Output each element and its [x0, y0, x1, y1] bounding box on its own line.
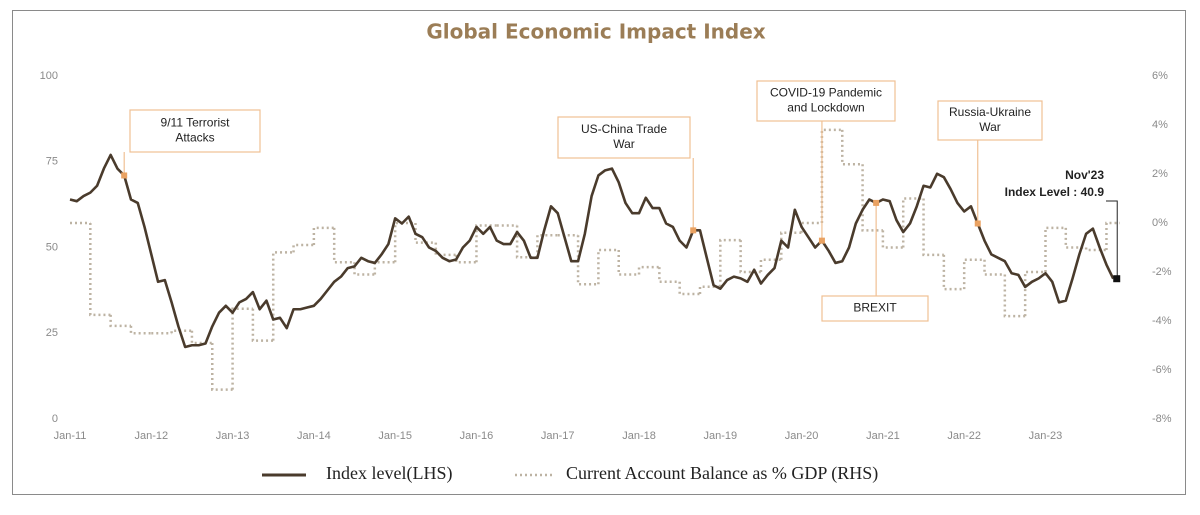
annotation-box — [756, 80, 896, 122]
step-segment — [292, 243, 314, 253]
step-segment — [901, 197, 924, 248]
y2-tick-label: 0% — [1152, 217, 1168, 229]
step-segment — [942, 254, 965, 291]
annotation-text: War — [613, 137, 635, 151]
step-segment — [576, 235, 599, 286]
step-segment — [251, 308, 274, 342]
x-tick-label: Jan-23 — [1029, 430, 1063, 442]
legend-label: Current Account Balance as % GDP (RHS) — [566, 463, 878, 484]
step-segment — [698, 285, 721, 295]
step-segment — [861, 164, 883, 232]
annotation-box — [821, 295, 929, 322]
y-tick-label: 0 — [52, 413, 58, 425]
annotation-text: Attacks — [175, 131, 214, 145]
y-tick-label: 75 — [46, 156, 58, 168]
y2-tick-label: -2% — [1152, 266, 1172, 278]
annotation-text: BREXIT — [853, 301, 897, 315]
annotation-marker — [1113, 275, 1121, 283]
annotation-text: 9/11 Terrorist — [161, 116, 231, 130]
step-segment — [678, 281, 700, 296]
x-tick-label: Jan-17 — [541, 430, 575, 442]
step-segment — [373, 260, 396, 275]
x-tick-label: Jan-18 — [622, 430, 656, 442]
annotation-text: Russia-Ukraine — [949, 105, 1031, 119]
x-tick-label: Jan-13 — [216, 430, 250, 442]
step-segment — [353, 262, 375, 276]
step-segment — [312, 226, 335, 246]
y2-tick-label: -6% — [1152, 364, 1172, 376]
y2-tick-label: 6% — [1152, 70, 1168, 82]
annotation-box — [129, 109, 261, 153]
step-segment — [434, 242, 457, 257]
step-segment — [1003, 274, 1026, 318]
step-segment — [89, 223, 111, 317]
step-segment — [475, 224, 497, 263]
y-tick-label: 100 — [40, 70, 58, 82]
y-tick-label: 25 — [46, 327, 58, 339]
legend-label: Index level(LHS) — [326, 463, 452, 484]
step-segment — [962, 258, 985, 290]
step-segment — [637, 265, 660, 275]
step-segment — [841, 129, 863, 166]
y2-tick-label: -8% — [1152, 413, 1172, 425]
x-tick-label: Jan-14 — [297, 430, 331, 442]
step-segment — [454, 254, 477, 264]
step-segment — [719, 238, 741, 287]
step-segment — [332, 227, 355, 264]
step-segment — [820, 128, 843, 223]
step-segment — [129, 325, 152, 335]
annotation-box — [937, 100, 1043, 141]
step-segment — [658, 267, 680, 284]
step-segment — [922, 198, 944, 257]
x-tick-label: Jan-22 — [947, 430, 981, 442]
y2-tick-label: -4% — [1152, 315, 1172, 327]
annotation-marker — [873, 199, 880, 206]
step-segment — [414, 223, 436, 244]
step-segment — [109, 314, 131, 328]
step-segment — [1064, 227, 1087, 249]
step-segment — [739, 240, 761, 274]
line-series — [69, 153, 1115, 349]
step-segment — [1084, 247, 1107, 252]
chart-title: Global Economic Impact Index — [426, 20, 765, 44]
step-segment — [617, 249, 640, 276]
step-segment — [780, 231, 802, 260]
annotation-connector — [1106, 200, 1118, 279]
annotation-text: US-China Trade — [581, 122, 667, 136]
step-segment — [231, 307, 253, 390]
annotation-box — [557, 116, 691, 159]
y-tick-label: 50 — [46, 241, 58, 253]
x-tick-label: Jan-20 — [785, 430, 819, 442]
step-segment — [170, 329, 192, 334]
step-segment — [881, 230, 904, 249]
y2-tick-label: 4% — [1152, 119, 1168, 131]
step-segment — [271, 251, 294, 341]
y2-tick-label: 2% — [1152, 168, 1168, 180]
annotation-text: COVID-19 Pandemic — [770, 86, 882, 100]
annotation-text: War — [979, 120, 1001, 134]
x-tick-label: Jan-11 — [54, 430, 87, 442]
annotation-text: and Lockdown — [787, 101, 864, 115]
annotation-marker — [974, 220, 981, 227]
x-tick-label: Jan-15 — [378, 430, 412, 442]
x-tick-label: Jan-21 — [866, 430, 900, 442]
x-tick-label: Jan-16 — [460, 430, 494, 442]
step-segment — [211, 343, 233, 391]
annotation-marker — [121, 172, 128, 179]
annotation-text: Index Level : 40.9 — [1005, 185, 1105, 199]
x-tick-label: Jan-12 — [134, 430, 168, 442]
annotation-marker — [690, 227, 697, 234]
annotation-marker — [818, 237, 825, 244]
step-segment — [983, 259, 1005, 276]
step-segment — [597, 248, 619, 285]
step-segment — [536, 234, 558, 258]
step-segment — [759, 258, 782, 272]
step-segment — [1105, 221, 1120, 250]
x-tick-label: Jan-19 — [704, 430, 738, 442]
step-segment — [1044, 226, 1066, 272]
step-segment — [1023, 270, 1046, 317]
chart-frame — [12, 10, 1186, 495]
annotation-text: Nov'23 — [1065, 168, 1104, 182]
